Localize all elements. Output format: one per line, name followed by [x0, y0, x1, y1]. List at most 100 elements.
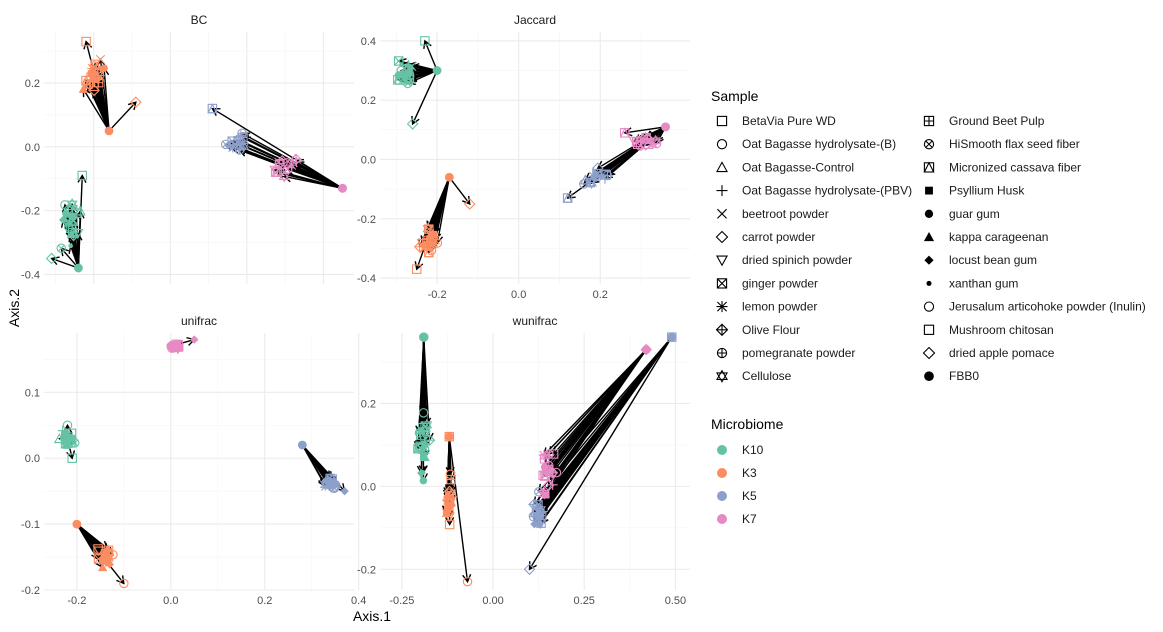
arrow — [77, 174, 87, 269]
y-tick-label: 0.0 — [25, 142, 40, 154]
point — [68, 243, 73, 249]
arrow — [448, 176, 471, 206]
y-tick-label: -0.4 — [357, 273, 376, 285]
legend-sample-key — [922, 346, 936, 360]
x-tick-label: -0.2 — [428, 289, 447, 301]
point — [427, 247, 433, 252]
point — [420, 426, 431, 436]
legend-microbiome-key — [717, 445, 727, 455]
legend-microbiome-key — [717, 468, 727, 478]
point — [543, 466, 553, 476]
legend-sample-label: dried apple pomace — [949, 346, 1055, 360]
arrows — [413, 336, 673, 584]
legend-sample-label: ginger powder — [742, 276, 818, 290]
legend-sample-key — [923, 324, 935, 335]
point — [45, 252, 58, 265]
points — [392, 36, 670, 274]
point — [414, 442, 425, 453]
facet-title: wunifrac — [512, 314, 558, 328]
legend-sample-item: Psyllium Husk — [925, 184, 1025, 198]
legend-sample-key — [715, 369, 729, 383]
point-fbb0 — [641, 345, 651, 354]
x-tick-label: -0.25 — [389, 595, 414, 607]
panel-Jaccard: Jaccard -0.2 0.0 0.2 -0.4 -0.2 0.0 0.2 0.4 — [357, 13, 690, 301]
point — [98, 562, 108, 572]
legend-sample-item: Oat Bagasse-Control — [716, 160, 854, 174]
point-fbb0 — [297, 440, 307, 450]
facet-title: unifrac — [181, 314, 217, 328]
point — [430, 230, 438, 238]
legend-sample-key — [924, 255, 934, 265]
point — [56, 243, 66, 253]
legend-sample-item: dried spinich powder — [716, 253, 852, 267]
point — [420, 452, 430, 462]
arrow — [50, 256, 79, 269]
point — [105, 560, 114, 569]
point — [90, 76, 96, 81]
x-tick-label: 0.2 — [593, 289, 608, 301]
point — [169, 340, 179, 349]
legend-sample-label: FBB0 — [949, 369, 979, 383]
legend-sample-key — [716, 115, 728, 127]
point — [102, 550, 110, 558]
point — [89, 59, 101, 70]
legend-microbiome-item: K10 — [717, 443, 764, 457]
point — [62, 420, 73, 431]
point — [416, 441, 426, 452]
point — [544, 449, 554, 459]
legend-sample-key — [715, 323, 729, 337]
point — [411, 264, 422, 274]
legend-sample-label: Olive Flour — [742, 323, 800, 337]
legend-sample-label: Oat Bagasse-Control — [742, 160, 854, 174]
legend-sample-item: Mushroom chitosan — [923, 323, 1054, 337]
arrow — [108, 101, 137, 132]
legend-sample-item: HiSmooth flax seed fiber — [923, 137, 1080, 151]
y-axis-title: Axis.2 — [6, 289, 22, 327]
point-fbb0 — [661, 122, 670, 132]
x-tick-label: -0.2 — [67, 595, 86, 607]
legend-sample-key — [716, 185, 728, 197]
legend-sample-item: dried apple pomace — [922, 346, 1055, 360]
legend-microbiome-label: K10 — [742, 443, 764, 457]
point — [66, 229, 77, 238]
point — [445, 469, 456, 480]
point — [393, 56, 404, 66]
y-tick-label: 0.0 — [361, 481, 376, 493]
arrow — [552, 349, 647, 456]
panel-BC: BC -0.4 -0.2 0.0 0.2 — [21, 13, 354, 284]
point — [64, 216, 75, 227]
point — [419, 476, 428, 485]
legend-sample-item: Oat Bagasse hydrolysate-(B) — [716, 137, 896, 151]
point — [190, 335, 199, 344]
legend-sample-label: Cellulose — [742, 369, 792, 383]
legend-sample-item: ginger powder — [716, 276, 818, 290]
legend-sample-key — [716, 347, 728, 359]
point-fbb0 — [444, 432, 454, 442]
point — [562, 192, 573, 203]
legend-sample-item: beetroot powder — [717, 207, 829, 221]
legend-sample-item: pomegranate powder — [716, 346, 855, 360]
legend-microbiome-label: K3 — [742, 466, 757, 480]
legend-sample-item: BetaVia Pure WD — [716, 114, 836, 128]
point — [119, 578, 129, 589]
point — [99, 557, 107, 566]
legend-sample-key — [926, 280, 932, 286]
legend-sample-item: Micronized cassava fiber — [923, 160, 1081, 174]
legend-sample-label: Micronized cassava fiber — [949, 160, 1081, 174]
point — [462, 576, 473, 587]
legend-microbiome-item: K5 — [717, 489, 757, 503]
legend-sample-key — [925, 186, 933, 195]
point — [274, 158, 284, 169]
point — [67, 453, 77, 463]
panel-wunifrac: wunifrac -0.25 0.00 0.25 0.50 -0.2 0.0 0.2 — [357, 314, 690, 607]
facet-title: BC — [191, 13, 208, 27]
legend-sample: Sample BetaVia Pure WD Oat Bagasse hydrol… — [711, 88, 1146, 383]
legend-sample-key — [923, 231, 935, 242]
legend-sample-label: lemon powder — [742, 300, 817, 314]
point — [442, 509, 451, 517]
point — [406, 118, 419, 130]
point — [548, 449, 559, 459]
x-tick-label: 0.50 — [665, 595, 686, 607]
legend-sample-key — [716, 255, 728, 267]
